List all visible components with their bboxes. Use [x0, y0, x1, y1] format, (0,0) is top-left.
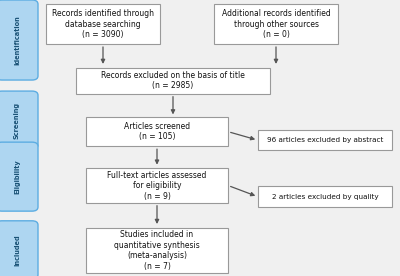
Text: 2 articles excluded by quality: 2 articles excluded by quality	[272, 194, 378, 200]
FancyBboxPatch shape	[86, 228, 228, 273]
Text: Screening: Screening	[14, 102, 20, 139]
Text: Records identified through
database searching
(n = 3090): Records identified through database sear…	[52, 9, 154, 39]
FancyBboxPatch shape	[0, 91, 38, 149]
FancyBboxPatch shape	[214, 4, 338, 44]
FancyBboxPatch shape	[76, 68, 270, 94]
FancyBboxPatch shape	[258, 130, 392, 150]
FancyBboxPatch shape	[86, 168, 228, 203]
FancyBboxPatch shape	[258, 186, 392, 207]
Text: 96 articles excluded by abstract: 96 articles excluded by abstract	[267, 137, 383, 143]
Text: Studies included in
quantitative synthesis
(meta-analysis)
(n = 7): Studies included in quantitative synthes…	[114, 230, 200, 270]
Text: Full-text articles assessed
for eligibility
(n = 9): Full-text articles assessed for eligibil…	[107, 171, 207, 200]
FancyBboxPatch shape	[0, 142, 38, 211]
Text: Included: Included	[14, 234, 20, 266]
FancyBboxPatch shape	[46, 4, 160, 44]
FancyBboxPatch shape	[86, 117, 228, 146]
Text: Identification: Identification	[14, 15, 20, 65]
FancyBboxPatch shape	[0, 221, 38, 276]
FancyBboxPatch shape	[0, 0, 38, 80]
Text: Articles screened
(n = 105): Articles screened (n = 105)	[124, 122, 190, 142]
Text: Records excluded on the basis of title
(n = 2985): Records excluded on the basis of title (…	[101, 71, 245, 91]
Text: Additional records identified
through other sources
(n = 0): Additional records identified through ot…	[222, 9, 330, 39]
Text: Eligibility: Eligibility	[14, 159, 20, 194]
